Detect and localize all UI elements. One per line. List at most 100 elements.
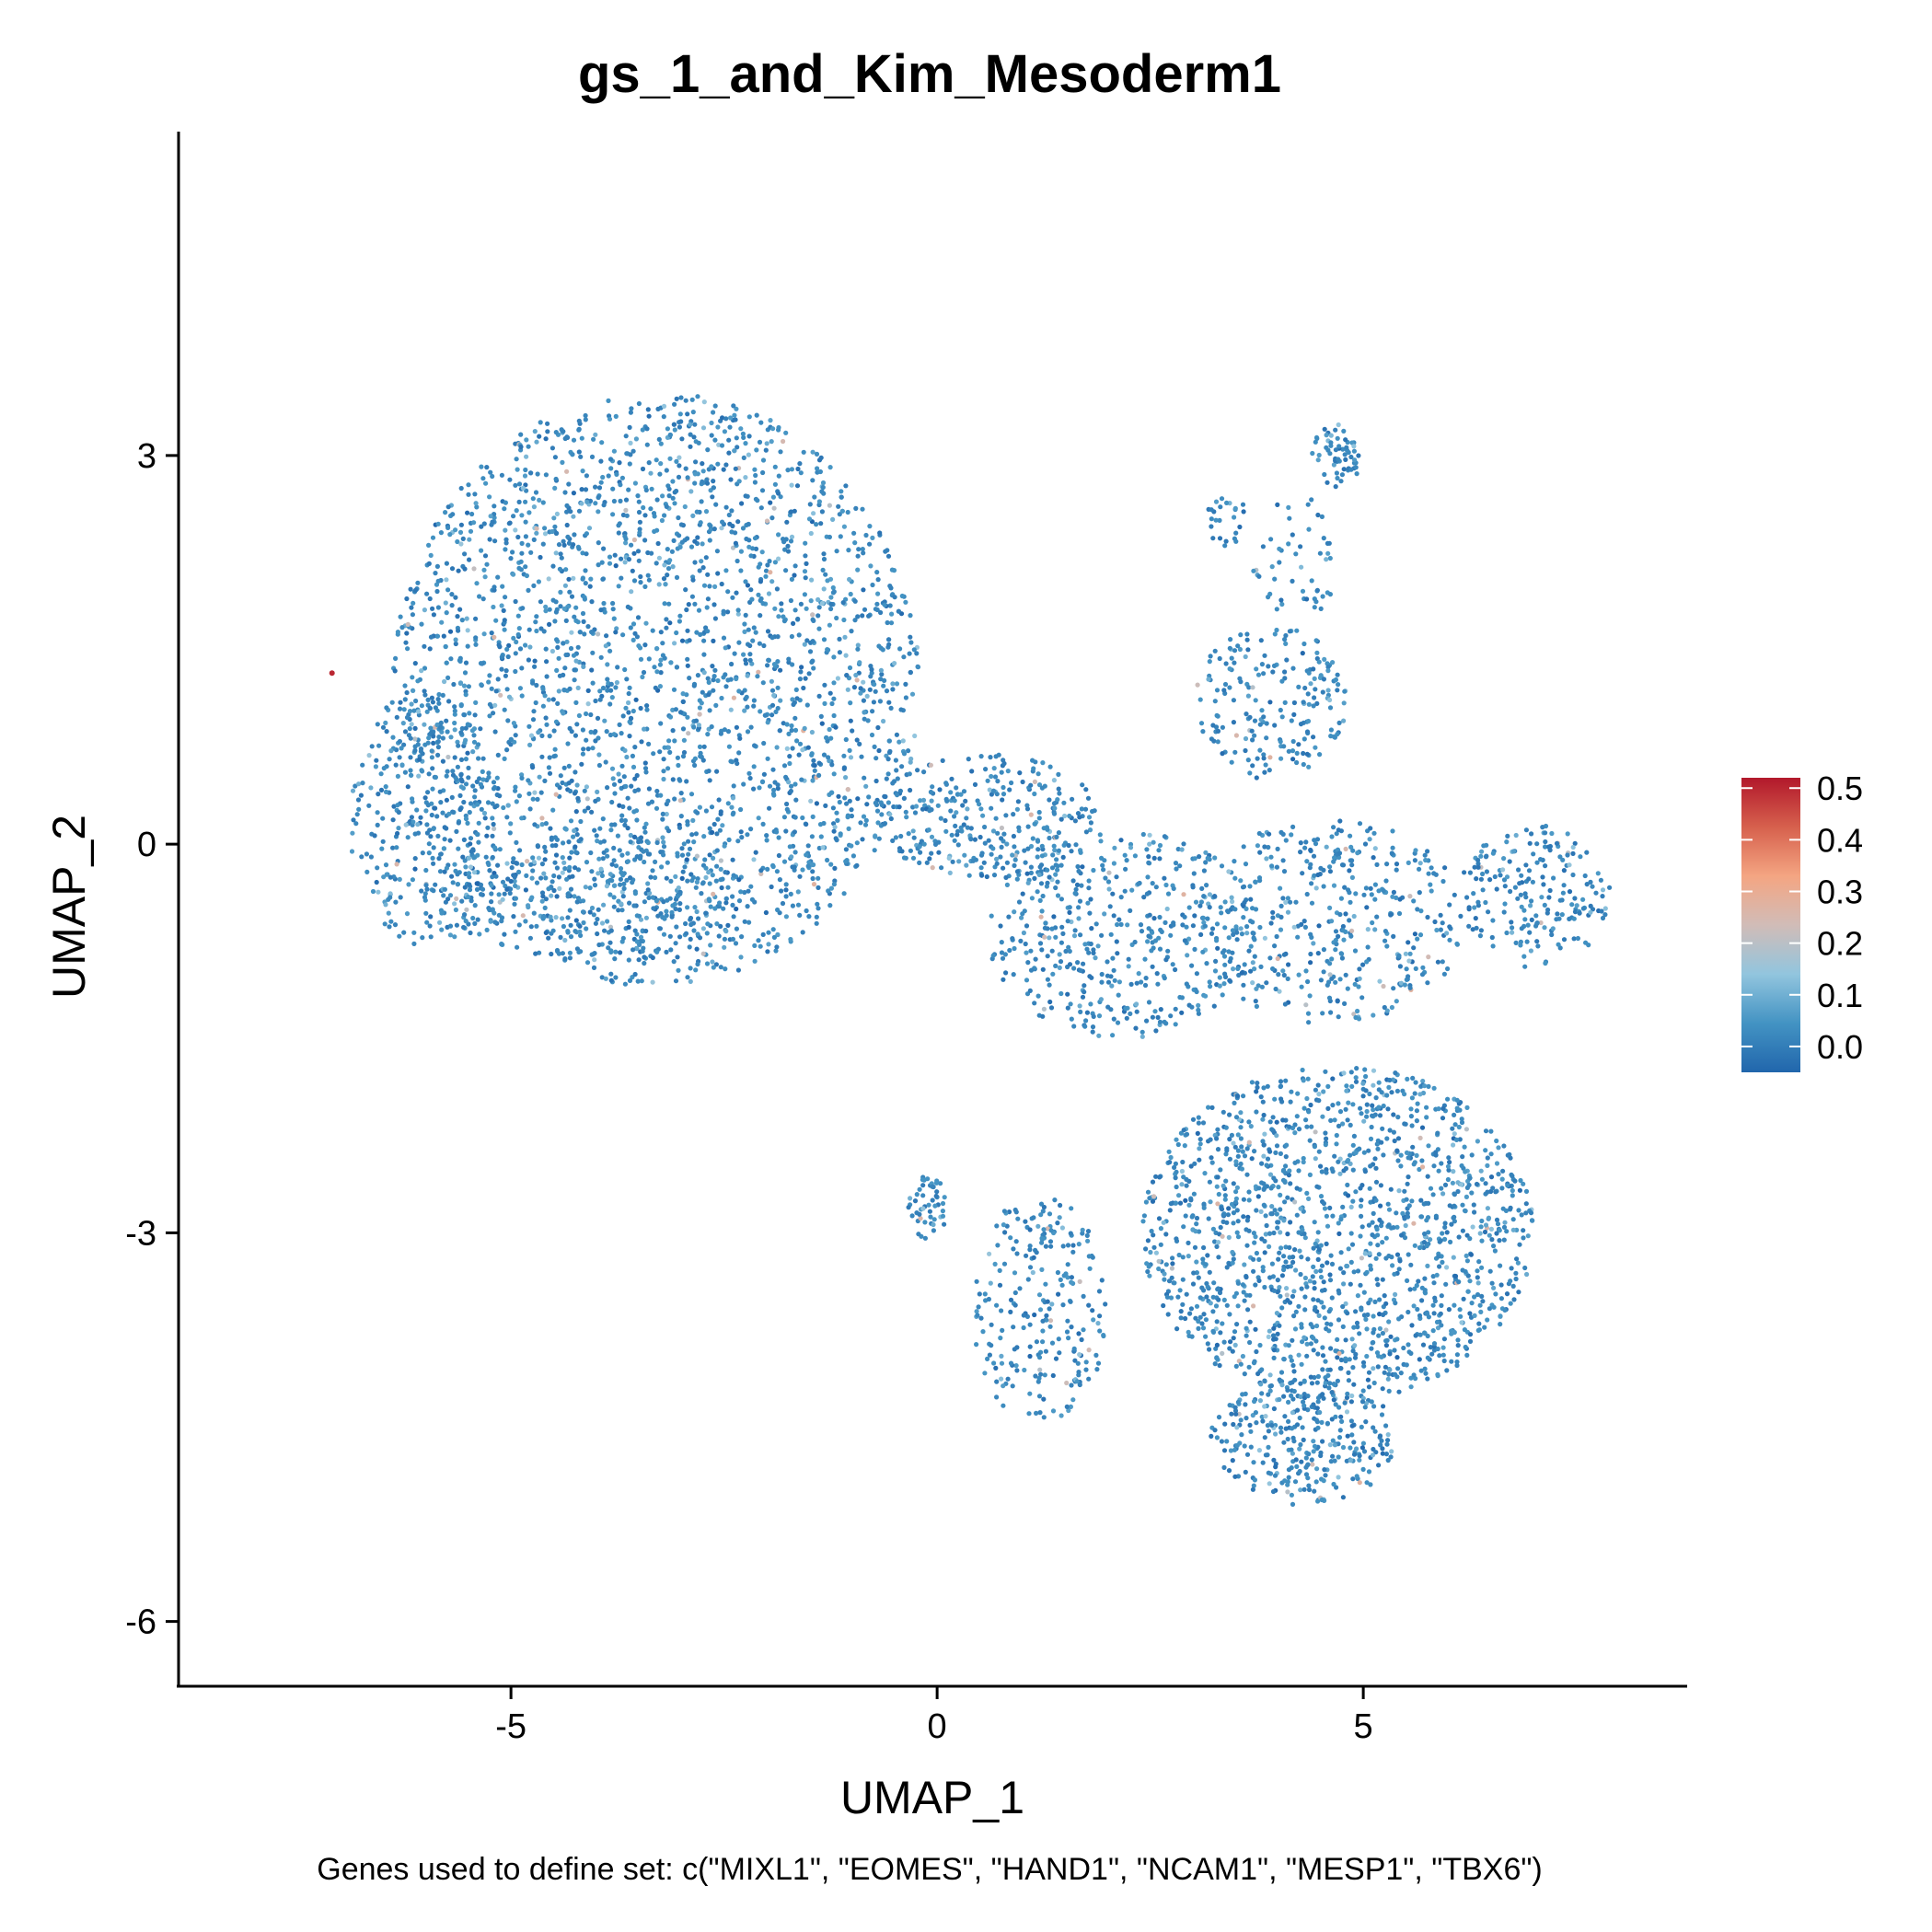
cell-point [410,877,415,883]
cell-point [614,626,619,631]
cell-point [1090,1029,1095,1035]
cell-point [492,503,497,509]
cell-point [1257,924,1263,931]
cell-point [789,482,794,488]
cell-point [770,863,776,870]
cell-point [601,902,607,908]
cell-point [375,822,380,828]
cell-point [1534,860,1540,865]
cell-point [620,512,627,518]
cell-point [954,785,959,791]
cell-point [473,642,479,647]
cell-point [999,769,1004,775]
cell-point [685,905,690,910]
cell-point [1342,452,1348,457]
cell-point [1307,993,1313,999]
cell-point [599,975,605,980]
cell-point [962,852,967,858]
cell-point [472,712,478,718]
cell-point [1546,895,1552,900]
cell-point [532,664,538,669]
cell-point [886,637,892,642]
cell-point [1234,937,1240,943]
cell-point [625,795,631,801]
cell-point [756,669,761,675]
cell-point [910,804,916,810]
cell-point [557,673,563,678]
cell-point [563,652,569,658]
cell-point [1327,451,1333,457]
cell-point [540,541,546,547]
cell-point [611,732,617,737]
cell-point [621,881,627,887]
cell-point [404,596,410,602]
cell-point [982,824,988,830]
cell-point [1122,888,1128,894]
cell-point [476,742,481,747]
cell-point [582,788,587,793]
cell-point [673,873,678,880]
cell-point [1045,827,1050,832]
cell-point [660,835,665,840]
cell-point [858,686,863,691]
cell-point [399,762,405,768]
cell-point [1327,869,1333,874]
cell-point [381,766,387,771]
cell-point [837,512,842,517]
cell-point [1238,632,1244,638]
cell-point [630,975,635,980]
cell-point [666,738,672,744]
cell-point [1262,844,1267,850]
cell-point [403,640,409,645]
cell-point [854,862,860,868]
cell-point [727,424,733,430]
cell-point [1146,854,1151,860]
cell-point [723,568,729,573]
cell-point [1208,654,1213,659]
cell-point [803,553,808,559]
cell-point [826,888,831,894]
cell-point [1325,1083,1331,1089]
cell-point [1296,972,1301,978]
cell-point [553,550,559,556]
cell-point [607,872,613,877]
cell-point [452,711,457,717]
cell-point [1019,915,1024,920]
cell-point [831,680,837,686]
cell-point [1081,961,1086,966]
cell-point [563,567,569,573]
cell-point [420,769,425,774]
cell-point [543,897,550,902]
cell-point [653,874,658,881]
cell-point [424,822,430,827]
cell-point [1535,943,1541,949]
cell-point [1361,892,1367,897]
cell-point [1171,922,1176,928]
cell-point [1049,865,1056,871]
cell-point [628,832,633,839]
cell-point [584,796,590,802]
cell-point [595,917,600,922]
cell-point [1322,471,1327,478]
cell-point [1001,977,1006,982]
cell-point [700,425,707,431]
cell-point [440,735,445,741]
cell-point [979,850,985,856]
cell-point [1126,964,1131,969]
cell-point [1347,868,1352,873]
cell-point [707,778,712,783]
cell-point [1543,844,1548,850]
cell-point [623,783,629,790]
cell-point [580,550,585,556]
cell-point [719,695,724,701]
cell-point [725,609,731,615]
cell-point [711,688,716,693]
cell-point [1362,841,1369,847]
cell-point [619,817,625,824]
cell-point [1298,544,1303,550]
cell-point [885,771,891,777]
cell-point [769,688,776,693]
cell-point [471,870,478,875]
cell-point [693,459,699,465]
cell-point [1306,1020,1312,1025]
